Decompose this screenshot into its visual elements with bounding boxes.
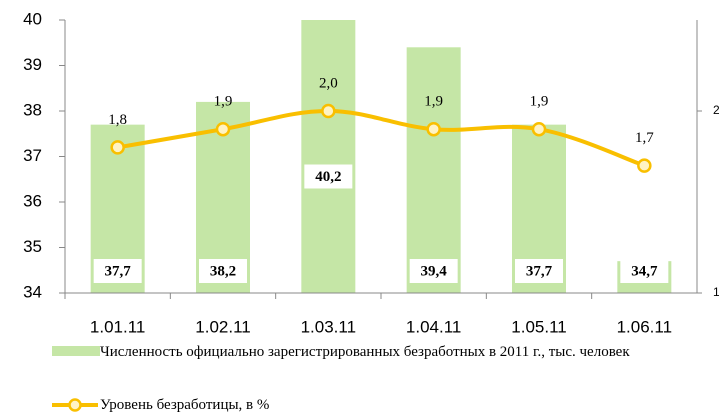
line-marker (215, 121, 231, 137)
bar-label-box (515, 259, 563, 283)
bar (406, 47, 461, 293)
x-tick-label: 1.02.11 (195, 317, 250, 336)
y-tick-label: 37 (23, 146, 42, 165)
legend-bar: Численность официально зарегистрированны… (100, 344, 630, 360)
line-marker (321, 103, 336, 119)
y-tick-label: 38 (23, 100, 42, 119)
bar-label-box (620, 259, 669, 283)
line-label: 2,0 (319, 75, 338, 91)
y-tick-label: 40 (23, 9, 42, 28)
bar-label: 38,2 (210, 263, 236, 279)
legend-line: Уровень безработицы, в % (100, 397, 270, 413)
bar-label-box (304, 164, 353, 189)
y2-tick-label: 1 (713, 285, 719, 299)
line-marker (637, 158, 652, 173)
y-tick-label: 36 (23, 191, 42, 210)
legend-swatch-bar (52, 346, 100, 356)
x-tick-label: 1.06.11 (617, 317, 672, 336)
bar-label: 37,7 (105, 263, 132, 279)
line-label: 1,9 (530, 94, 549, 110)
bar-label-box (409, 259, 458, 283)
line-marker (426, 121, 441, 137)
line-label: 1,9 (214, 94, 233, 110)
x-tick-label: 1.03.11 (301, 317, 356, 336)
line-label: 1,7 (635, 130, 654, 146)
legend-marker (68, 398, 82, 412)
bar-group (90, 20, 672, 293)
line-label: 1,8 (108, 112, 127, 128)
bar-label: 37,7 (526, 263, 553, 279)
bar (301, 20, 356, 293)
line-label: 1,9 (424, 94, 443, 110)
x-tick-label: 1.01.11 (90, 317, 145, 336)
x-tick-label: 1.05.11 (511, 317, 566, 336)
y-tick-label: 35 (23, 237, 42, 256)
line (117, 108, 645, 168)
line-marker (531, 121, 547, 137)
bar-label-box (93, 259, 142, 283)
bar-label: 34,7 (631, 263, 658, 279)
bar-label: 40,2 (315, 169, 341, 185)
x-tick-label: 1.04.11 (406, 317, 461, 336)
y-tick-label: 34 (23, 282, 42, 301)
line-marker (110, 140, 125, 155)
bar-label: 39,4 (421, 263, 448, 279)
y2-tick-label: 2 (713, 103, 719, 117)
y-tick-label: 39 (23, 55, 42, 74)
bar-label-box (199, 259, 247, 283)
